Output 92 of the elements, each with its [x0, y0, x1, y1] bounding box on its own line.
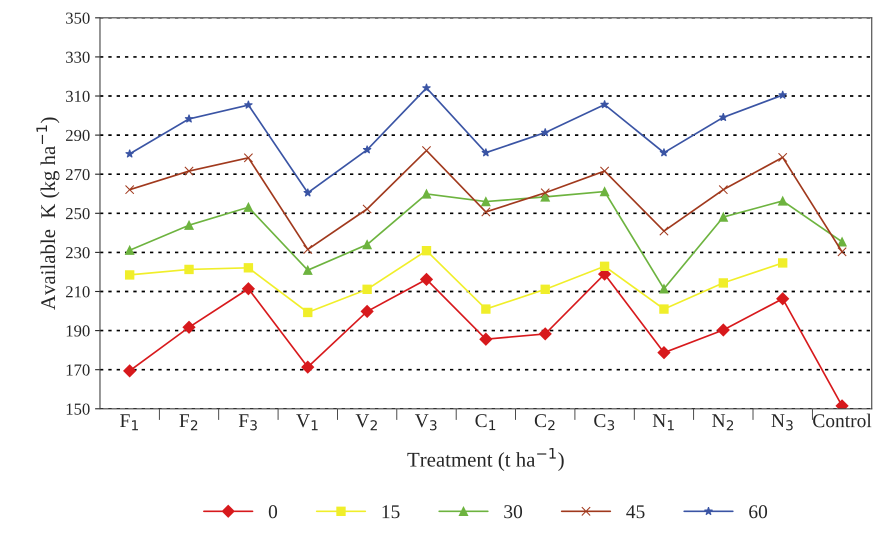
y-tick-label: 330 — [66, 52, 90, 63]
legend-label: 0 — [268, 505, 278, 518]
point — [123, 364, 136, 378]
point — [422, 83, 431, 92]
x-tick-label: N$_{1}$ — [652, 414, 674, 430]
point — [303, 308, 312, 318]
point — [658, 346, 670, 360]
point — [184, 264, 194, 274]
point — [540, 284, 550, 294]
point — [600, 100, 610, 109]
point — [481, 207, 491, 217]
point — [360, 305, 374, 318]
point — [184, 114, 194, 123]
point — [600, 262, 610, 271]
point — [776, 292, 790, 306]
point — [244, 263, 254, 273]
point — [125, 149, 134, 158]
x-tick-label: C$_{1}$ — [475, 414, 496, 430]
y-tick-label: 270 — [66, 168, 90, 180]
y-tick-label: 150 — [66, 403, 90, 415]
point — [182, 320, 196, 334]
point — [778, 196, 788, 206]
point — [124, 184, 134, 194]
point — [420, 272, 433, 286]
point — [124, 246, 134, 255]
point — [362, 204, 372, 214]
y-tick-label: 250 — [66, 208, 90, 220]
x-tick-label: V$_{2}$ — [356, 414, 377, 430]
point — [540, 192, 550, 202]
point — [184, 220, 194, 230]
point — [244, 100, 253, 109]
x-tick-label: N$_{2}$ — [712, 414, 734, 430]
point — [422, 146, 432, 156]
x-tick-label: V$_{3}$ — [414, 414, 437, 430]
x-tick-label: C$_{3}$ — [594, 414, 614, 430]
point — [481, 196, 491, 206]
point — [244, 202, 254, 212]
y-axis-title: Available K (kg ha$^{−1}$) — [36, 117, 60, 310]
x-tick-label: F$_{1}$ — [120, 414, 138, 430]
point — [659, 304, 669, 314]
point — [600, 166, 610, 176]
legend-label: 30 — [504, 505, 522, 518]
point — [778, 90, 788, 99]
y-tick-label: 210 — [66, 286, 90, 298]
point — [244, 153, 254, 162]
point — [303, 188, 312, 197]
x-tick-label: F$_{3}$ — [238, 414, 257, 430]
point — [837, 237, 847, 247]
point — [479, 332, 492, 346]
point — [301, 360, 314, 374]
point — [778, 258, 788, 268]
point — [303, 244, 312, 254]
legend-label: 45 — [626, 505, 645, 518]
point — [362, 240, 372, 250]
point — [600, 186, 610, 196]
point — [538, 328, 552, 340]
point — [481, 148, 490, 157]
point — [718, 278, 728, 288]
point — [184, 166, 194, 176]
point — [659, 148, 668, 157]
point — [422, 189, 432, 199]
x-tick-label: V$_{1}$ — [296, 414, 318, 430]
point — [422, 246, 432, 256]
x-tick-label: F$_{2}$ — [179, 414, 198, 430]
y-tick-label: 170 — [66, 364, 90, 376]
point — [778, 152, 788, 162]
point — [659, 226, 669, 236]
point — [124, 270, 134, 280]
point — [540, 188, 550, 198]
x-tick-label: Control — [813, 414, 872, 428]
point — [718, 184, 728, 194]
x-axis-title: Treatment (t ha$^{−1}$) — [407, 448, 564, 471]
x-tick-label: C$_{2}$ — [534, 414, 554, 430]
y-tick-label: 190 — [66, 325, 90, 337]
point — [481, 304, 491, 314]
point — [718, 212, 728, 222]
point — [242, 282, 255, 296]
y-tick-label: 350 — [66, 12, 90, 24]
legend-label: 60 — [749, 505, 768, 518]
point — [659, 284, 669, 294]
legend-label: 15 — [382, 505, 400, 518]
point — [716, 324, 730, 336]
x-tick-label: N$_{3}$ — [771, 414, 793, 430]
y-tick-label: 230 — [66, 247, 90, 258]
y-tick-label: 290 — [66, 130, 90, 142]
point — [718, 112, 728, 122]
point — [362, 145, 372, 154]
point — [540, 128, 550, 136]
point — [303, 266, 312, 275]
point — [362, 284, 372, 294]
point — [837, 247, 847, 256]
y-tick-label: 310 — [66, 90, 90, 102]
